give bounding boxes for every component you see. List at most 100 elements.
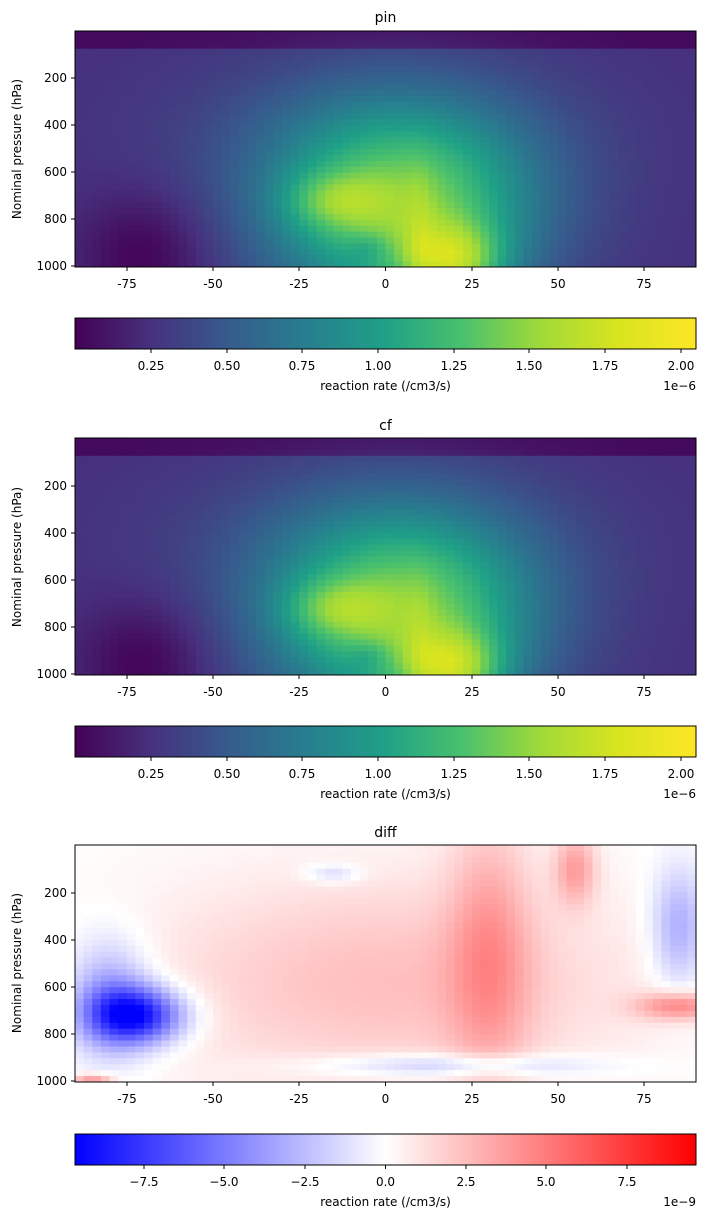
heatmap-cell: [523, 78, 533, 85]
heatmap-cell: [282, 166, 292, 174]
heatmap-cell: [583, 597, 594, 605]
heatmap-cell: [75, 72, 85, 79]
heatmap-cell: [152, 178, 162, 185]
heatmap-cell: [238, 467, 249, 475]
heatmap-cell: [454, 166, 464, 174]
heatmap-cell: [540, 562, 550, 569]
heatmap-cell: [135, 485, 145, 492]
heatmap-cell: [273, 84, 283, 91]
heatmap-cell: [351, 243, 361, 250]
heatmap-cell: [118, 196, 128, 203]
heatmap-cell: [661, 473, 671, 480]
heatmap-cell: [540, 208, 550, 215]
heatmap-cell: [282, 449, 292, 457]
heatmap-cell: [325, 544, 335, 552]
heatmap-cell: [532, 231, 542, 238]
heatmap-cell: [342, 520, 352, 528]
heatmap-cell: [670, 532, 680, 540]
heatmap-cell: [411, 190, 421, 197]
heatmap-cell: [514, 438, 525, 445]
heatmap-cell: [247, 603, 257, 611]
heatmap-cell: [204, 66, 214, 73]
heatmap-cell: [92, 107, 102, 115]
heatmap-cell: [454, 95, 464, 103]
heatmap-cell: [161, 515, 171, 522]
heatmap-cell: [549, 42, 559, 50]
heatmap-cell: [118, 586, 128, 593]
heatmap-cell: [454, 113, 464, 120]
heatmap-cell: [489, 497, 499, 504]
colorbar-tick-label: 1.00: [365, 359, 392, 373]
heatmap-cell: [635, 131, 645, 138]
heatmap-cell: [644, 443, 654, 451]
heatmap-cell: [437, 143, 447, 150]
heatmap-cell: [126, 249, 136, 256]
heatmap-cell: [635, 149, 645, 156]
heatmap-cell: [144, 497, 154, 504]
heatmap-cell: [661, 60, 671, 67]
heatmap-cell: [514, 31, 525, 38]
heatmap-cell: [213, 550, 223, 557]
heatmap-cell: [678, 31, 688, 38]
heatmap-cell: [290, 190, 300, 197]
heatmap-cell: [333, 509, 343, 516]
heatmap-cell: [282, 491, 292, 498]
heatmap-cell: [670, 184, 680, 191]
heatmap-cell: [583, 225, 594, 233]
heatmap-cell: [687, 562, 697, 569]
heatmap-cell: [627, 196, 637, 203]
heatmap-cell: [282, 586, 292, 593]
heatmap-cell: [497, 154, 507, 162]
heatmap-cell: [135, 54, 145, 61]
heatmap-cell: [463, 556, 473, 563]
colorbar-label: reaction rate (/cm3/s): [320, 379, 451, 393]
heatmap-cell: [325, 208, 335, 215]
heatmap-cell: [144, 574, 154, 581]
heatmap-cell: [644, 467, 654, 475]
heatmap-cell: [264, 532, 274, 540]
heatmap-cell: [523, 196, 533, 203]
heatmap-cell: [402, 178, 412, 185]
heatmap-cell: [385, 149, 395, 156]
heatmap-cell: [230, 461, 240, 469]
heatmap-cell: [428, 461, 438, 469]
heatmap-cell: [627, 84, 637, 91]
heatmap-cell: [75, 178, 85, 185]
heatmap-cell: [316, 231, 326, 238]
heatmap-cell: [497, 190, 507, 197]
heatmap-cell: [368, 485, 378, 492]
heatmap-cell: [558, 213, 568, 221]
heatmap-cell: [126, 125, 136, 132]
heatmap-cell: [583, 538, 594, 546]
heatmap-cell: [506, 113, 516, 120]
heatmap-cell: [325, 178, 335, 185]
heatmap-cell: [506, 178, 516, 185]
heatmap-cell: [489, 255, 499, 262]
heatmap-cell: [583, 461, 594, 469]
heatmap-cell: [92, 544, 102, 552]
heatmap-cell: [264, 137, 274, 144]
heatmap-cell: [437, 42, 447, 50]
heatmap-cell: [368, 225, 378, 233]
heatmap-cell: [290, 178, 300, 185]
heatmap-cell: [532, 580, 542, 587]
heatmap-cell: [566, 231, 576, 238]
heatmap-cell: [178, 574, 188, 581]
heatmap-cell: [601, 60, 611, 67]
heatmap-cell: [635, 538, 645, 546]
heatmap-cell: [359, 497, 369, 504]
heatmap-cell: [368, 467, 378, 475]
heatmap-cell: [394, 84, 404, 91]
heatmap-cell: [359, 580, 369, 587]
heatmap-cell: [532, 455, 542, 463]
heatmap-cell: [256, 107, 266, 115]
heatmap-cell: [618, 72, 628, 79]
heatmap-cell: [635, 526, 645, 534]
heatmap-cell: [135, 125, 145, 132]
heatmap-cell: [549, 66, 559, 73]
heatmap-cell: [178, 491, 188, 498]
heatmap-cell: [135, 48, 145, 56]
heatmap-cell: [325, 31, 335, 38]
heatmap-cell: [299, 550, 309, 557]
heatmap-cell: [264, 526, 274, 534]
